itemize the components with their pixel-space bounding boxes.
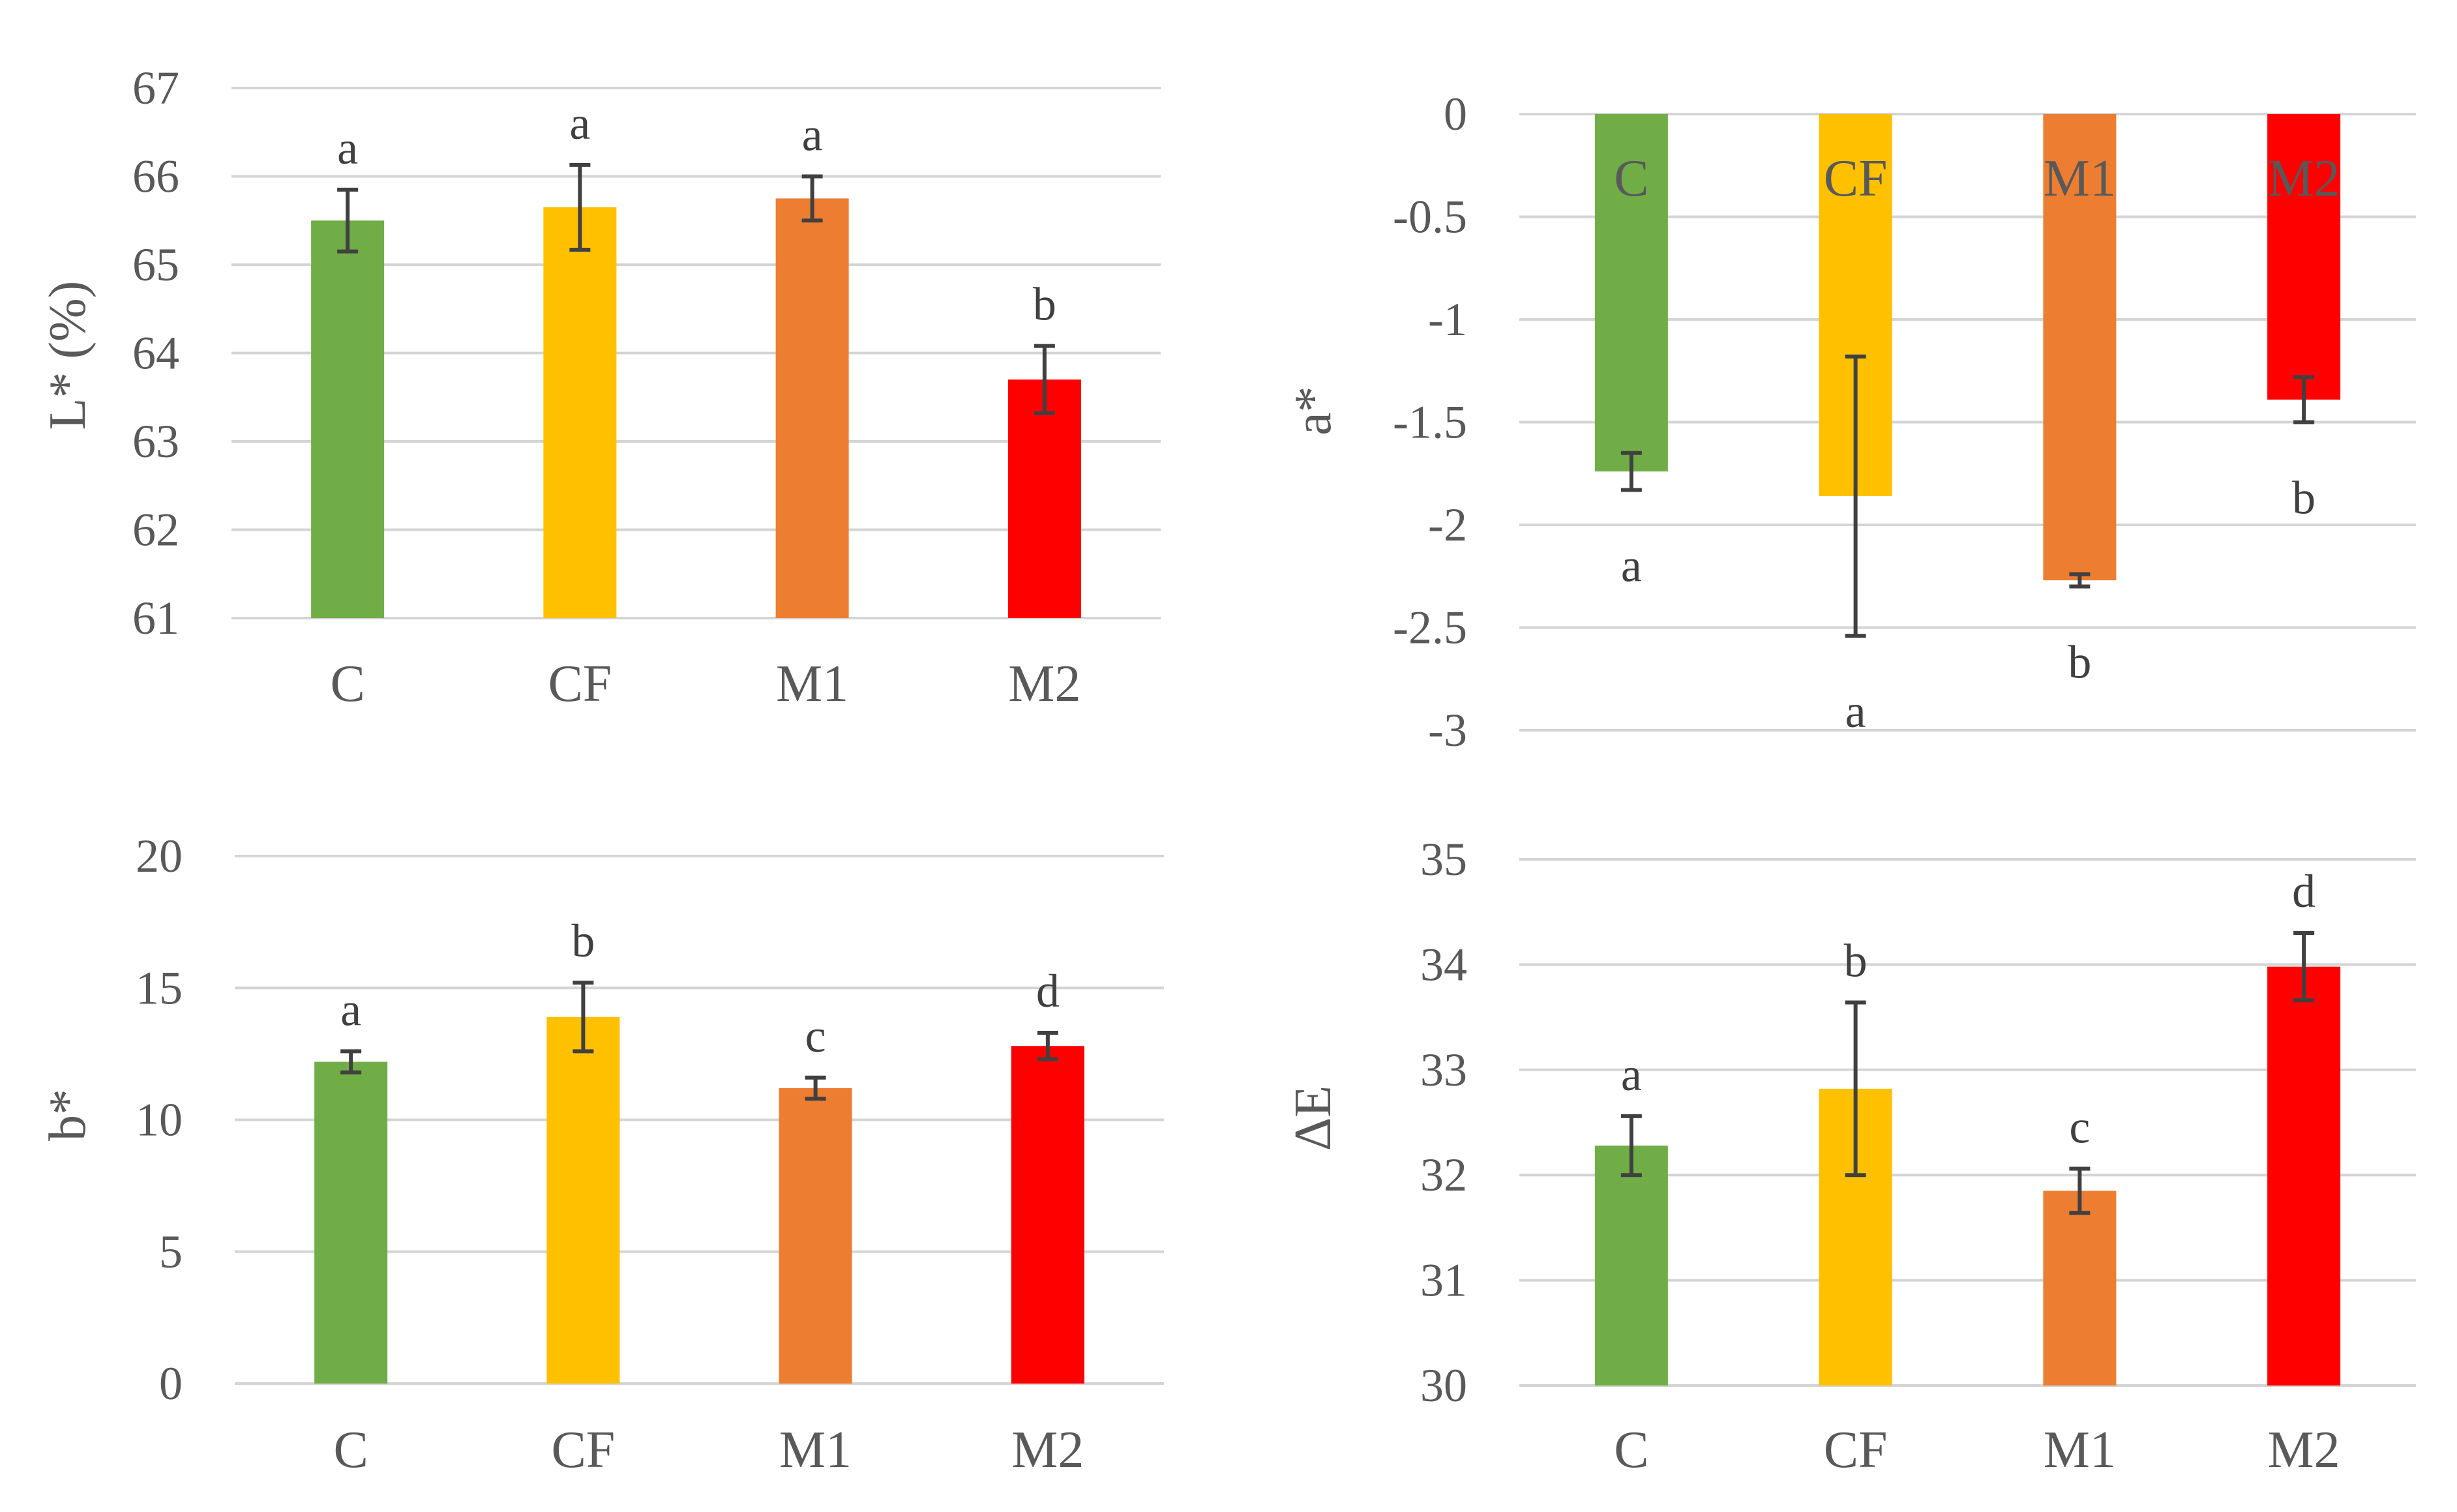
y-tick-label: -1.5 xyxy=(1393,396,1467,449)
y-tick-label: -1 xyxy=(1428,293,1467,346)
error-bar xyxy=(1845,1000,1866,1178)
error-bar xyxy=(1620,451,1642,492)
bar-m1 xyxy=(775,198,849,618)
significance-letter: c xyxy=(2069,1101,2090,1153)
bar-m2 xyxy=(2267,966,2341,1386)
y-tick-label: 64 xyxy=(132,327,179,379)
y-axis-title: b* xyxy=(39,1089,97,1141)
y-tick-label: 15 xyxy=(136,962,183,1014)
error-bar xyxy=(2293,375,2315,424)
category-label: CF xyxy=(1824,1421,1888,1479)
significance-letter: b xyxy=(571,915,595,967)
significance-letter: a xyxy=(1621,539,1642,591)
category-label: C xyxy=(330,655,365,713)
y-tick-label: -2 xyxy=(1428,499,1467,551)
y-tick-label: 65 xyxy=(132,239,179,291)
error-bar xyxy=(2069,1166,2091,1215)
error-bar xyxy=(340,1049,362,1075)
error-bar xyxy=(1845,354,1866,638)
bar-c xyxy=(314,1061,388,1384)
error-bar xyxy=(1034,344,1055,415)
error-bar xyxy=(337,187,359,254)
y-tick-label: -3 xyxy=(1428,704,1467,756)
category-label: M1 xyxy=(2044,150,2116,207)
category-label: M2 xyxy=(2268,150,2340,207)
bar-c xyxy=(1594,114,1668,472)
y-tick-label: 34 xyxy=(1420,938,1467,990)
y-axis-title: L* (%) xyxy=(39,281,97,430)
category-label: CF xyxy=(548,655,612,713)
bar-m1 xyxy=(2043,1191,2117,1386)
bar-cf xyxy=(546,1016,620,1384)
error-bar xyxy=(805,1075,826,1101)
significance-letter: a xyxy=(569,97,590,149)
bar-m1 xyxy=(2043,114,2117,581)
significance-letter: a xyxy=(340,983,361,1035)
y-tick-label: 61 xyxy=(132,592,179,644)
bar-cf xyxy=(543,207,617,618)
error-bar xyxy=(1620,1114,1642,1178)
error-bar xyxy=(1037,1031,1058,1061)
category-label: C xyxy=(1614,1421,1648,1479)
chart-b-star: 0 5 10 15 20 b* a Cb CF c M1 d M2 xyxy=(39,830,1164,1479)
y-tick-label: 66 xyxy=(132,151,179,203)
y-tick-label: 32 xyxy=(1420,1149,1467,1201)
y-axis-title: a* xyxy=(1285,386,1342,436)
y-tick-label: 31 xyxy=(1420,1254,1467,1307)
bar-c xyxy=(1594,1146,1668,1386)
significance-letter: a xyxy=(802,109,823,161)
chart-a-star: 0 -0.5 -1 -1.5 -2 -2.5 -3 a* a Ca CF b M1 b M2 xyxy=(1285,88,2416,756)
significance-letter: b xyxy=(2292,472,2316,524)
chart-delta-e: 30 31 32 33 34 35 ΔE a Cb CF c M1 d M2 xyxy=(1285,833,2416,1479)
bar-c xyxy=(311,220,385,618)
significance-letter: c xyxy=(805,1010,826,1062)
bar-m1 xyxy=(779,1088,852,1384)
y-tick-label: 33 xyxy=(1420,1044,1467,1096)
category-label: M1 xyxy=(779,1421,852,1479)
category-label: M2 xyxy=(2268,1421,2340,1479)
category-label: C xyxy=(1614,150,1648,207)
category-label: CF xyxy=(551,1421,615,1479)
y-tick-label: -2.5 xyxy=(1393,602,1467,654)
y-tick-label: 63 xyxy=(132,415,179,467)
error-bar xyxy=(569,162,591,252)
y-tick-label: 0 xyxy=(159,1357,183,1410)
y-axis-title: ΔE xyxy=(1285,1086,1342,1151)
y-tick-label: -0.5 xyxy=(1393,191,1467,243)
y-tick-label: 62 xyxy=(132,504,179,556)
significance-letter: d xyxy=(2292,865,2316,917)
error-bar xyxy=(2293,930,2315,1003)
category-label: CF xyxy=(1824,150,1888,207)
category-label: M1 xyxy=(776,655,848,713)
significance-letter: b xyxy=(1844,935,1868,987)
error-bar xyxy=(2069,572,2091,589)
category-label: M2 xyxy=(1011,1421,1084,1479)
y-tick-label: 67 xyxy=(132,62,179,114)
error-bar xyxy=(801,174,823,223)
y-tick-label: 5 xyxy=(159,1226,183,1278)
significance-letter: d xyxy=(1036,965,1060,1017)
y-tick-label: 0 xyxy=(1444,88,1467,140)
significance-letter: b xyxy=(1033,278,1056,331)
significance-letter: a xyxy=(1621,1048,1642,1101)
chart-lightness: 61 62 63 64 65 66 67 L* (%) a Ca CF a M1 b M2 xyxy=(39,62,1161,713)
category-label: M2 xyxy=(1008,655,1080,713)
y-tick-label: 35 xyxy=(1420,833,1467,885)
category-label: M1 xyxy=(2044,1421,2116,1479)
bar-m2 xyxy=(2267,114,2341,400)
bar-m2 xyxy=(1011,1046,1084,1384)
error-bar xyxy=(573,981,594,1054)
significance-letter: b xyxy=(2068,636,2091,689)
y-tick-label: 20 xyxy=(136,830,183,882)
significance-letter: a xyxy=(1845,685,1866,737)
category-label: C xyxy=(333,1421,368,1479)
bar-m2 xyxy=(1007,379,1081,618)
significance-letter: a xyxy=(337,122,358,174)
y-tick-label: 10 xyxy=(136,1094,183,1146)
y-tick-label: 30 xyxy=(1420,1359,1467,1412)
